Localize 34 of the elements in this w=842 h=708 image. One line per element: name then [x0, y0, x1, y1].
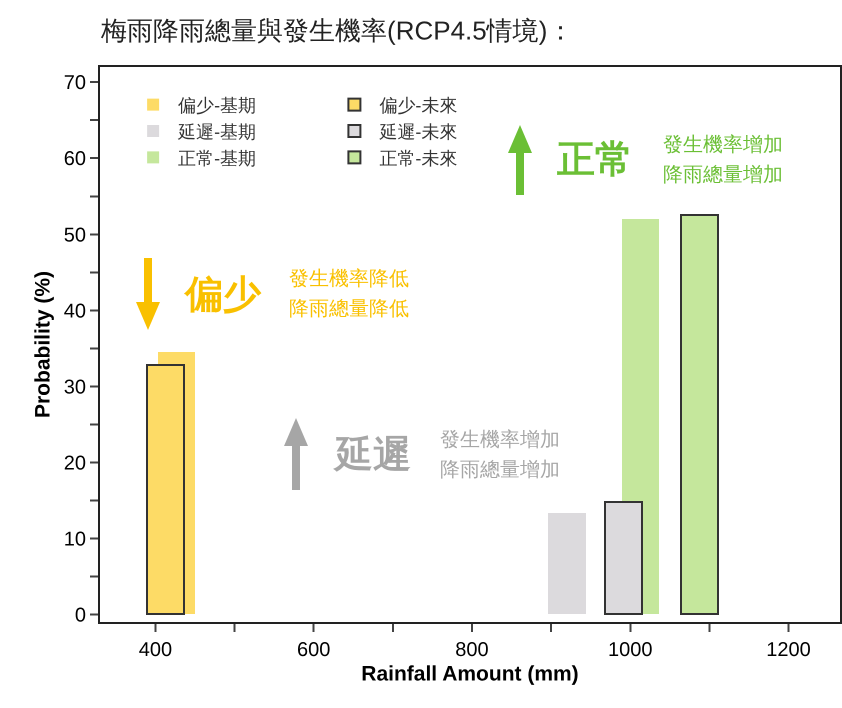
x-axis-title: Rainfall Amount (mm)	[361, 662, 579, 686]
annotation: 降雨總量增加	[440, 459, 560, 481]
legend-label: 偏少-基期	[178, 96, 256, 116]
x-tick-label: 800	[455, 639, 489, 661]
annotation: 延遲	[333, 434, 411, 476]
x-tick-label: 600	[297, 639, 330, 661]
y-tick-label: 50	[64, 224, 86, 246]
annotation: 發生機率降低	[289, 268, 409, 290]
legend-label: 延遲-基期	[177, 122, 256, 142]
x-tick-label: 400	[138, 639, 172, 661]
legend-label: 正常-未來	[379, 148, 458, 168]
x-tick-label: 1000	[608, 639, 653, 661]
legend-label: 延遲-未來	[378, 122, 458, 142]
legend-label: 偏少-未來	[379, 96, 458, 116]
y-tick-label: 20	[64, 452, 86, 474]
y-tick-label: 40	[64, 300, 86, 322]
y-tick-label: 0	[74, 604, 86, 626]
bar	[680, 214, 719, 615]
bar	[604, 501, 643, 615]
y-tick-label: 70	[64, 72, 86, 94]
legend-label: 正常-基期	[178, 148, 256, 168]
annotation: 降雨總量增加	[663, 164, 783, 186]
y-tick-label: 10	[64, 528, 86, 550]
bar	[548, 513, 586, 614]
annotation: 偏少	[183, 274, 262, 316]
annotation: 降雨總量降低	[289, 298, 409, 320]
y-axis-title: Probability (%)	[31, 270, 54, 418]
annotation: 正常	[557, 139, 633, 181]
y-tick-label: 30	[64, 376, 86, 398]
y-tick-label: 60	[64, 148, 86, 170]
annotation: 發生機率增加	[663, 134, 783, 156]
annotation: 發生機率增加	[440, 429, 560, 451]
x-tick-label: 1200	[766, 639, 811, 661]
chart-title: 梅雨降雨總量與發生機率(RCP4.5情境)：	[100, 16, 574, 46]
